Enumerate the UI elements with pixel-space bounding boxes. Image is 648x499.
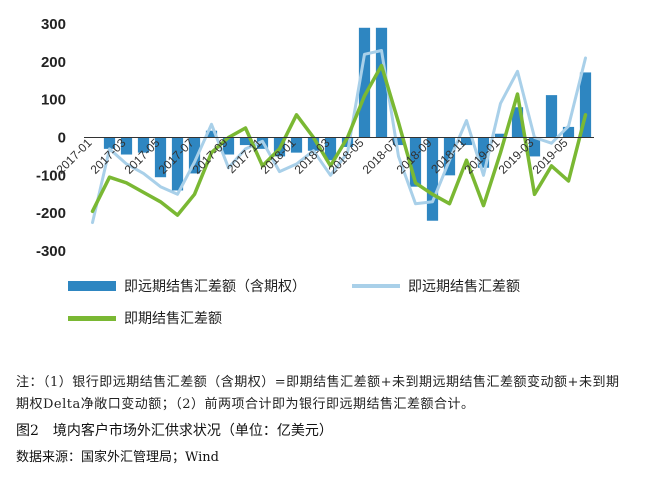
y-tick-label: 100	[41, 92, 66, 109]
y-tick-label: -300	[36, 243, 66, 260]
bar	[137, 137, 150, 153]
bar	[307, 137, 320, 151]
y-tick-label: 0	[58, 130, 66, 147]
bar	[290, 137, 303, 153]
y-axis: 300 200 100 0 -100 -200 -300	[36, 16, 66, 260]
bar	[324, 137, 337, 161]
series-line-light-blue	[91, 49, 587, 225]
legend-item-green-line: 即期结售汇差额	[68, 308, 222, 328]
bar	[562, 126, 575, 138]
bar	[103, 137, 116, 149]
bar	[358, 27, 371, 138]
bar	[579, 72, 592, 138]
bar	[409, 137, 422, 187]
data-source: 数据来源：国家外汇管理局；Wind	[16, 450, 219, 465]
figure-footer: 注：（1）银行即远期结售汇差额（含期权）=即期结售汇差额+未到期远期结售汇差额变…	[16, 372, 632, 465]
bar	[239, 137, 252, 146]
bar	[171, 137, 184, 191]
legend-item-light-line: 即远期结售汇差额	[352, 276, 520, 296]
bar	[528, 137, 541, 157]
bar	[222, 137, 235, 155]
legend-label-bars: 即远期结售汇差额（含期权）	[124, 279, 306, 295]
bar	[120, 137, 133, 155]
y-tick-label: -100	[36, 167, 66, 184]
bar	[154, 137, 167, 178]
legend-swatch-bars	[68, 281, 116, 291]
series-line-green	[90, 63, 588, 217]
figure-note: 注：（1）银行即远期结售汇差额（含期权）=即期结售汇差额+未到期远期结售汇差额变…	[16, 375, 620, 412]
bar	[375, 27, 388, 138]
bar	[392, 137, 405, 146]
figure-title: 图2 境内客户市场外汇供求状况（单位：亿美元）	[16, 423, 333, 439]
bar-series	[86, 27, 592, 221]
y-tick-label: 300	[41, 16, 66, 33]
bar	[511, 107, 524, 138]
legend-swatch-light-line	[352, 284, 400, 288]
y-tick-label: 200	[41, 54, 66, 71]
bar	[545, 95, 558, 138]
bar	[426, 137, 439, 221]
bar	[494, 133, 507, 138]
bar	[188, 137, 201, 174]
bar	[460, 137, 473, 146]
y-tick-label: -200	[36, 205, 66, 222]
x-tick-label: 2018-07	[360, 135, 401, 176]
bar	[477, 137, 490, 168]
legend: 即远期结售汇差额（含期权） 即远期结售汇差额 即期结售汇差额	[60, 276, 620, 340]
legend-label-green-line: 即期结售汇差额	[124, 311, 222, 327]
legend-label-light-line: 即远期结售汇差额	[408, 279, 520, 295]
bar	[341, 137, 354, 147]
bar	[205, 130, 218, 138]
legend-item-bars: 即远期结售汇差额（含期权）	[68, 276, 306, 296]
line-series	[90, 49, 588, 225]
legend-swatch-green-line	[68, 315, 116, 321]
